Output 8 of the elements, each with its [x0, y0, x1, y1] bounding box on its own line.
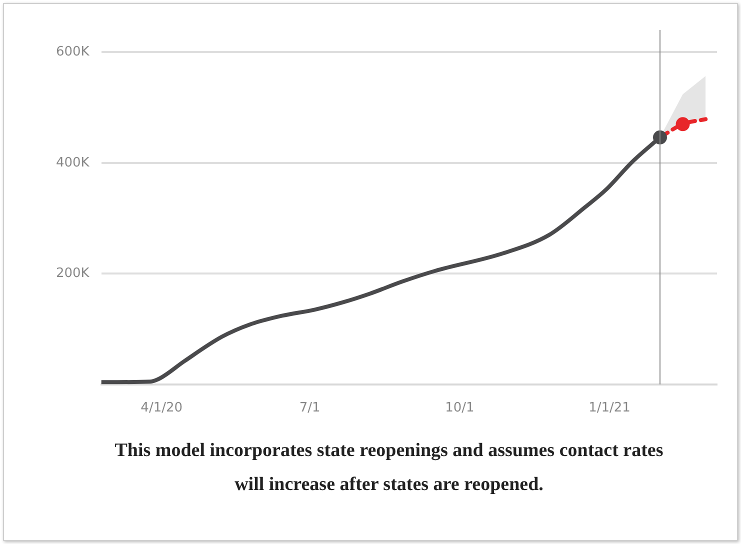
- text: This model incorporates state reopenings and assumes contact rates will increase after states are reopened.: [114, 439, 664, 497]
- x-tick-label: 7/1: [299, 400, 320, 416]
- x-tick-label: 1/1/21: [588, 400, 630, 416]
- y-tick-label: 400K: [56, 155, 90, 170]
- x-tick-label: 4/1/20: [140, 400, 183, 416]
- x-tick-label: 10/1: [445, 400, 474, 416]
- y-tick-label: 600K: [56, 44, 90, 60]
- y-tick-label: 200K: [56, 266, 90, 282]
